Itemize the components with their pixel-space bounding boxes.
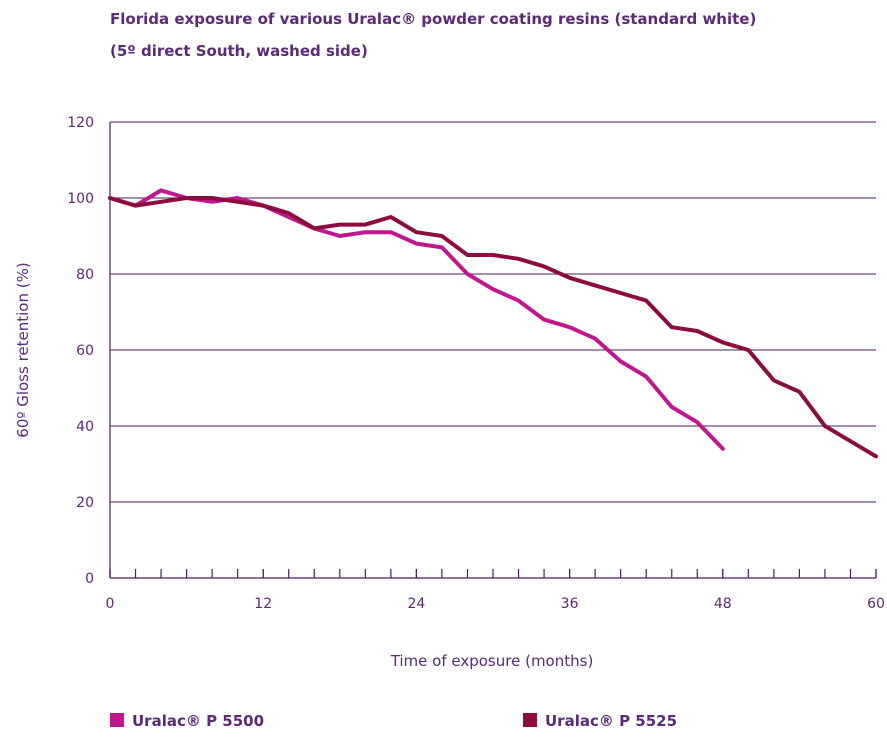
chart-title: Florida exposure of various Uralac® powd…: [110, 10, 756, 28]
x-tick-label: 48: [714, 596, 732, 612]
y-tick-label: 60: [76, 343, 94, 359]
legend-swatch: [523, 713, 537, 727]
y-tick-label: 120: [67, 115, 94, 131]
legend-label: Uralac® P 5525: [545, 712, 677, 730]
x-tick-label: 60: [867, 596, 885, 612]
legend-label: Uralac® P 5500: [132, 712, 264, 730]
y-tick-label: 0: [85, 571, 94, 587]
legend-swatch: [110, 713, 124, 727]
y-tick-label: 40: [76, 419, 94, 435]
x-tick-label: 36: [561, 596, 579, 612]
y-axis-label: 60º Gloss retention (%): [14, 262, 32, 437]
x-tick-label: 0: [106, 596, 115, 612]
y-tick-label: 20: [76, 495, 94, 511]
y-tick-label: 80: [76, 267, 94, 283]
y-tick-label: 100: [67, 191, 94, 207]
x-axis-label: Time of exposure (months): [390, 652, 594, 670]
line-series: [108, 188, 725, 451]
chart-subtitle: (5º direct South, washed side): [110, 42, 368, 60]
line-series: [108, 196, 878, 459]
x-tick-label: 12: [254, 596, 272, 612]
x-tick-label: 24: [407, 596, 425, 612]
